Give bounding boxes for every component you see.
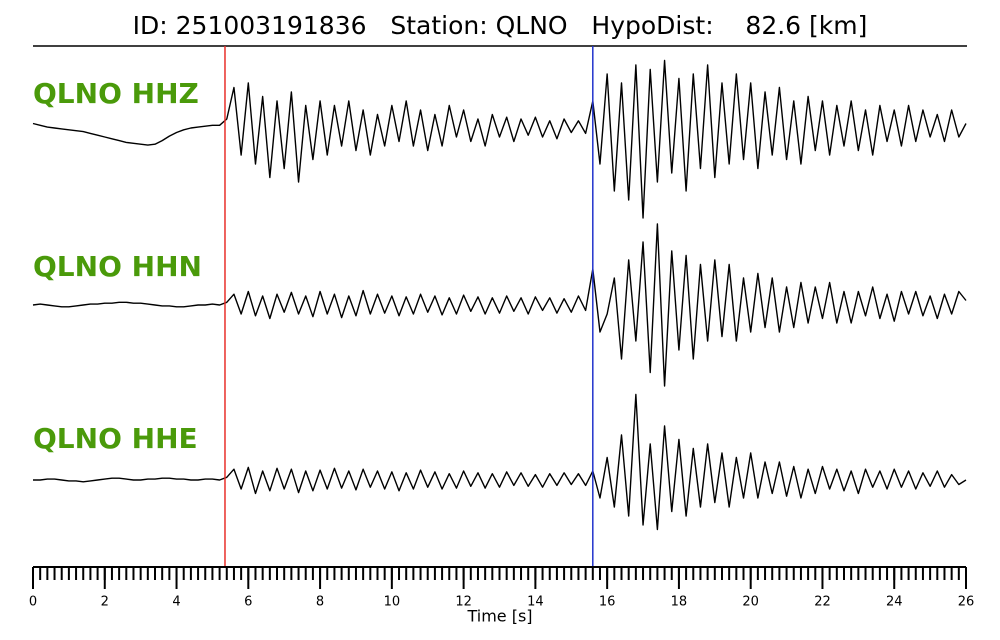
- x-tick-label: 6: [244, 595, 252, 610]
- x-tick-label: 16: [599, 595, 616, 610]
- waveform: [33, 393, 967, 531]
- trace-label: QLNO HHN: [33, 250, 202, 283]
- x-tick-label: 26: [958, 595, 975, 610]
- x-tick-label: 4: [172, 595, 180, 610]
- waveform: [32, 59, 967, 219]
- x-tick-label: 2: [101, 595, 109, 610]
- x-tick-label: 24: [886, 595, 903, 610]
- chart-title: ID: 251003191836 Station: QLNO HypoDist:…: [133, 11, 868, 40]
- x-tick-label: 22: [814, 595, 831, 610]
- x-tick-label: 18: [671, 595, 688, 610]
- x-axis-label: Time [s]: [466, 607, 532, 626]
- trace-label: QLNO HHE: [33, 422, 198, 455]
- x-tick-label: 8: [316, 595, 324, 610]
- x-tick-label: 0: [29, 595, 37, 610]
- x-tick-label: 12: [455, 595, 472, 610]
- x-tick-label: 14: [527, 595, 544, 610]
- trace-label: QLNO HHZ: [33, 77, 199, 110]
- x-tick-label: 20: [742, 595, 759, 610]
- x-tick-label: 10: [384, 595, 401, 610]
- waveform: [32, 223, 967, 387]
